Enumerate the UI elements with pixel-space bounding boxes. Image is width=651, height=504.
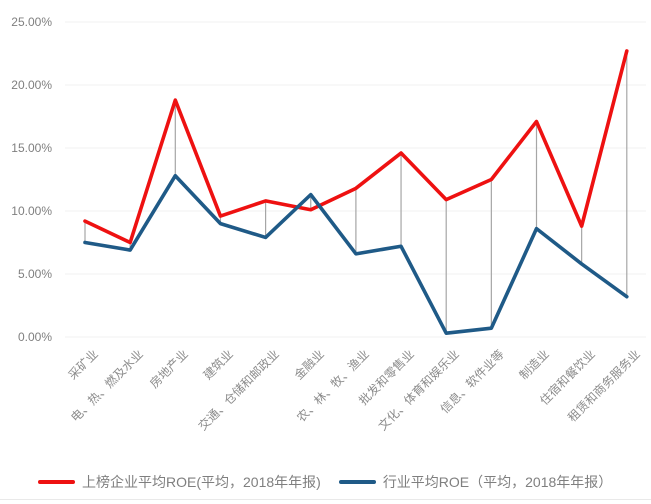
legend-item-industry-average: 行业平均ROE（平均，2018年年报） <box>338 472 613 492</box>
legend-label-listed-companies: 上榜企业平均ROE(平均，2018年年报) <box>82 474 321 490</box>
legend-label-industry-average: 行业平均ROE（平均，2018年年报） <box>382 474 613 490</box>
legend-item-listed-companies: 上榜企业平均ROE(平均，2018年年报) <box>38 472 321 492</box>
legend: 上榜企业平均ROE(平均，2018年年报) 行业平均ROE（平均，2018年年报… <box>38 472 612 492</box>
y-tick-label: 20.00% <box>11 78 52 92</box>
y-tick-label: 5.00% <box>17 267 52 281</box>
series-line-1 <box>83 173 629 336</box>
y-tick-label: 0.00% <box>17 330 52 344</box>
y-tick-label: 15.00% <box>11 141 52 155</box>
series-line-0 <box>83 49 629 245</box>
bottom-hairline <box>0 499 651 500</box>
y-tick-label: 10.00% <box>11 204 52 218</box>
legend-line-red <box>38 480 75 484</box>
y-tick-label: 25.00% <box>11 15 52 29</box>
legend-line-blue <box>338 480 376 484</box>
